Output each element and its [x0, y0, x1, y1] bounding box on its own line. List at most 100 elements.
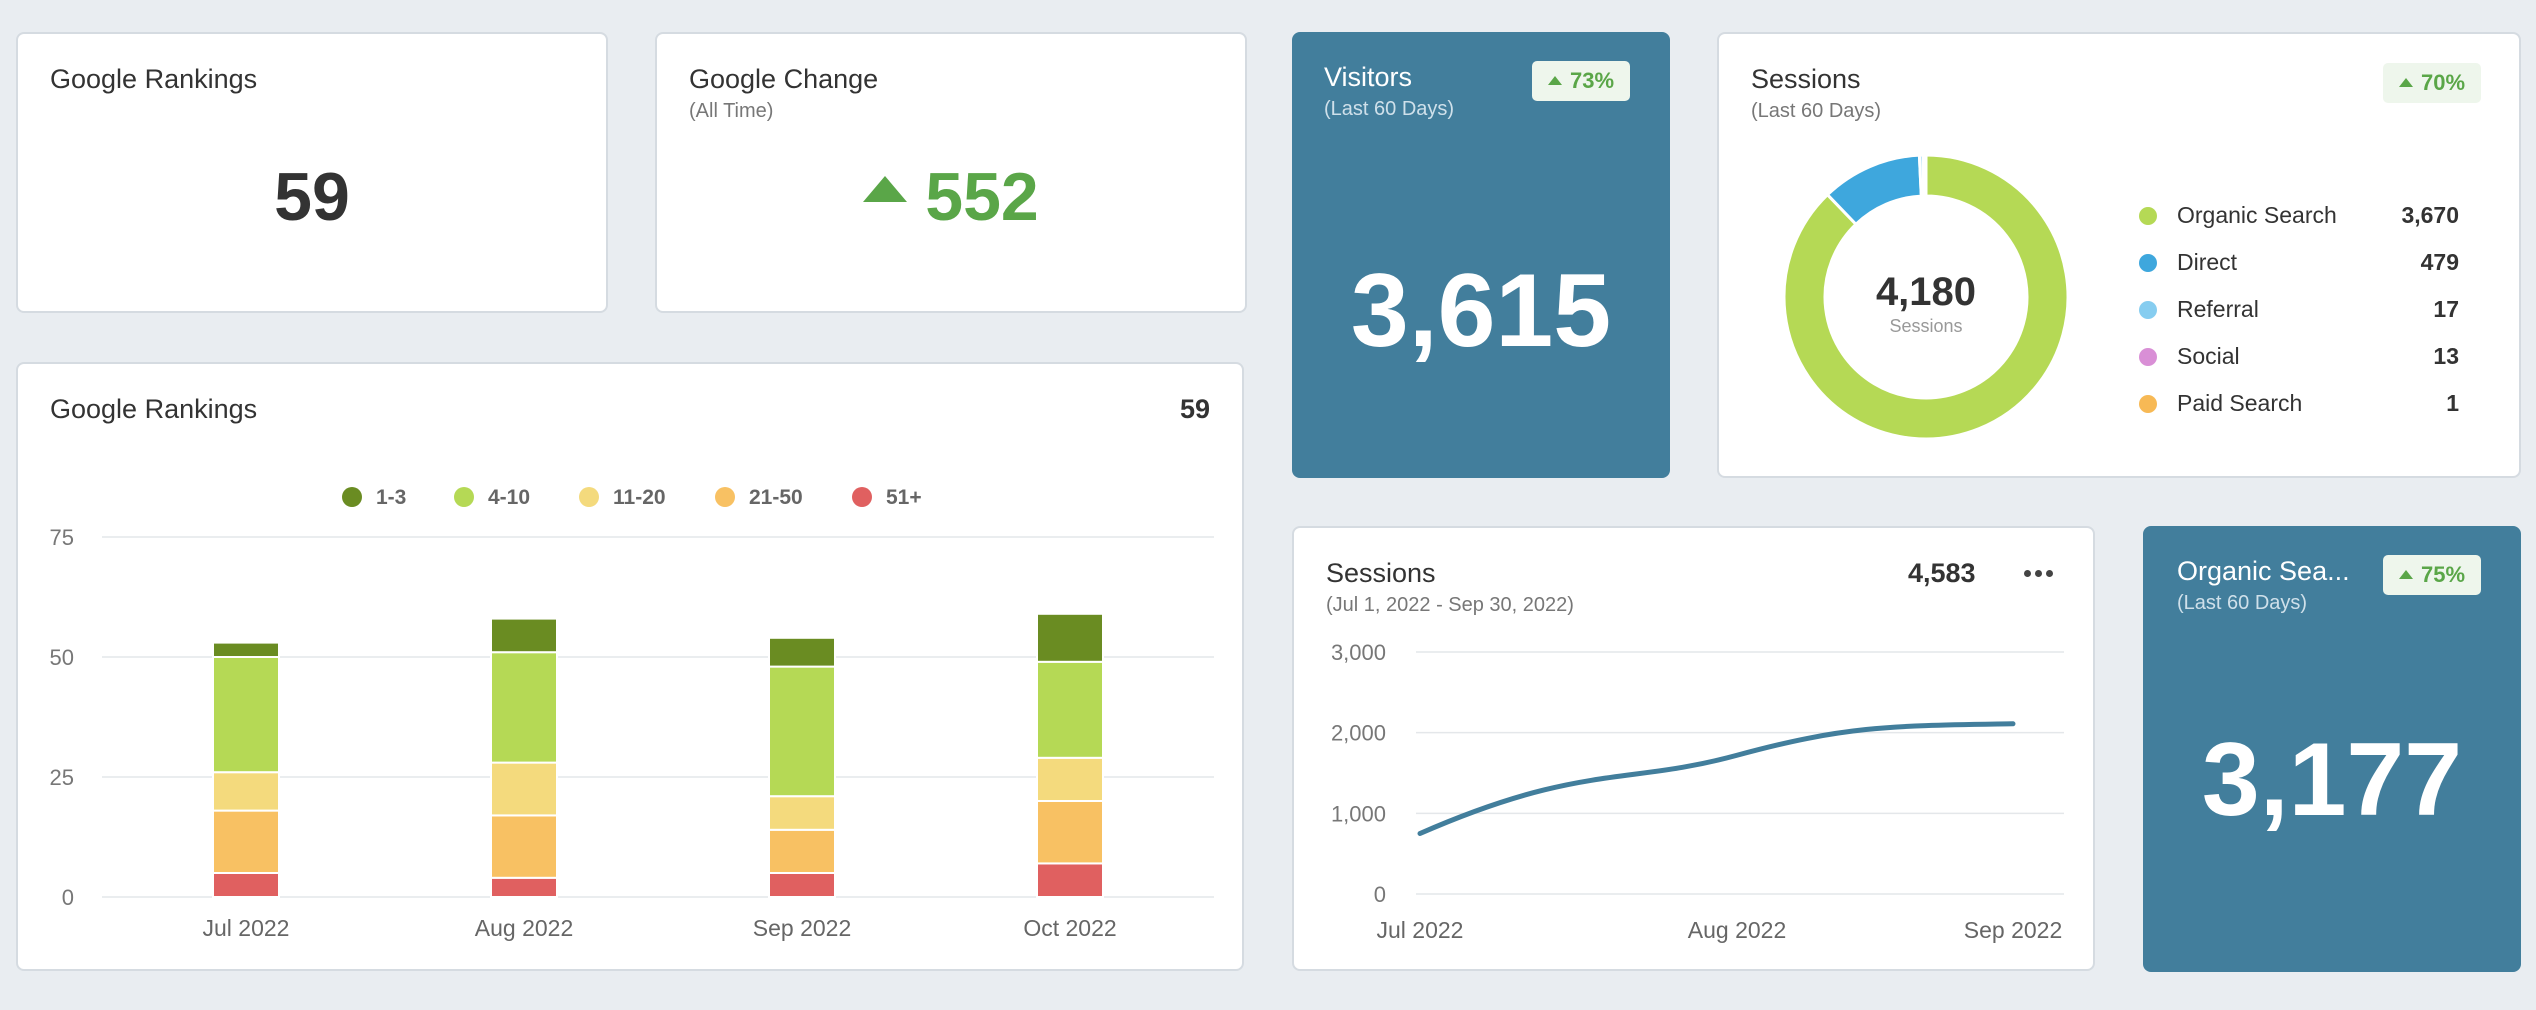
- legend-item-51-plus: 51+: [852, 486, 922, 510]
- sessions-donut-card[interactable]: Sessions (Last 60 Days) 70% 4,180 Sessio…: [1717, 32, 2521, 478]
- bar-segment-51-plus: [1036, 862, 1104, 898]
- bar-segment-11-20: [212, 771, 280, 812]
- bar-segment-11-20: [490, 761, 558, 817]
- google-rankings-card[interactable]: Google Rankings 59: [16, 32, 608, 313]
- legend-label: Direct: [2177, 249, 2238, 275]
- x-tick-label: Aug 2022: [475, 915, 573, 941]
- bar-segment-11-20: [1036, 756, 1104, 802]
- triangle-up-icon: [2399, 78, 2413, 87]
- triangle-up-icon: [863, 176, 908, 202]
- bar-segment-21-50: [490, 814, 558, 879]
- growth-badge: 70%: [2383, 63, 2482, 103]
- bar-segment-4-10: [490, 651, 558, 764]
- legend-dot: [2139, 395, 2157, 413]
- card-title: Sessions: [1326, 558, 1436, 588]
- card-subtitle: (All Time): [689, 100, 774, 122]
- donut-center-value: 4,180: [1876, 270, 1976, 314]
- legend-label: 21-50: [749, 486, 803, 509]
- rankings-value: 59: [274, 159, 350, 235]
- legend-item-direct: Direct 479: [2139, 245, 2459, 285]
- legend-item-21-50: 21-50: [715, 486, 803, 510]
- legend-dot: [454, 487, 474, 507]
- legend-dot: [342, 487, 362, 507]
- x-tick-label: Aug 2022: [1688, 917, 1786, 943]
- legend-item-1-3: 1-3: [342, 486, 406, 510]
- legend-label: 51+: [886, 486, 922, 509]
- legend-item-social: Social 13: [2139, 339, 2459, 379]
- bar-segment-51-plus: [490, 876, 558, 898]
- bar-segment-1-3: [768, 636, 836, 668]
- legend-dot: [852, 487, 872, 507]
- legend-label: Paid Search: [2177, 390, 2303, 416]
- sessions-line-chart: 0 1,000 2,000 3,000 Jul 2022 Aug 2022 Sep 2022: [1331, 640, 2064, 943]
- x-tick-label: Jul 2022: [1377, 917, 1464, 943]
- card-title: Sessions: [1751, 64, 1861, 94]
- x-tick-label: Sep 2022: [1964, 917, 2062, 943]
- x-tick-label: Jul 2022: [203, 915, 290, 941]
- rankings-bar-chart: 0 25 50 75 Jul 2022 Aug 2022 Sep 2022 Oct 2022: [50, 525, 1214, 941]
- legend-value: 479: [2420, 249, 2459, 275]
- organic-search-card[interactable]: Organic Sea... (Last 60 Days) 75% 3,177: [2143, 526, 2521, 972]
- card-subtitle: (Jul 1, 2022 - Sep 30, 2022): [1326, 594, 1574, 616]
- legend-dot: [2139, 207, 2157, 225]
- y-tick-label: 0: [1374, 882, 1386, 907]
- card-subtitle: (Last 60 Days): [1324, 98, 1455, 120]
- legend-dot: [2139, 301, 2157, 319]
- legend-item-referral: Referral 17: [2139, 292, 2459, 332]
- change-value: 552: [925, 159, 1039, 235]
- sessions-line-card[interactable]: Sessions (Jul 1, 2022 - Sep 30, 2022) 4,…: [1292, 526, 2095, 971]
- legend-value: 3,670: [2401, 202, 2459, 228]
- y-tick-label: 75: [50, 525, 74, 550]
- card-subtitle: (Last 60 Days): [2177, 592, 2308, 614]
- x-tick-label: Oct 2022: [1023, 915, 1116, 941]
- y-tick-label: 0: [62, 885, 74, 910]
- bar-segment-21-50: [212, 809, 280, 875]
- google-change-card[interactable]: Google Change (All Time) 552: [655, 32, 1247, 313]
- bar-segment-1-3: [490, 617, 558, 654]
- x-tick-label: Sep 2022: [753, 915, 851, 941]
- card-title: Google Rankings: [50, 64, 258, 94]
- sessions-donut-chart: 4,180 Sessions: [1782, 153, 2070, 441]
- bar-segment-51-plus: [768, 872, 836, 898]
- bar-segment-4-10: [768, 665, 836, 798]
- growth-badge: 73%: [1532, 61, 1631, 101]
- change-value-wrap: 552: [657, 158, 1245, 236]
- bar-segment-51-plus: [212, 872, 280, 898]
- series-line: [1417, 721, 2016, 836]
- bar-segment-21-50: [1036, 800, 1104, 865]
- google-rankings-chart-card[interactable]: Google Rankings 59 1-3 4-10 11-20 21-50 …: [16, 362, 1244, 971]
- badge-value: 75%: [2421, 562, 2466, 587]
- card-title: Google Rankings: [50, 394, 258, 424]
- legend-value: 17: [2433, 296, 2459, 322]
- bar-segment-21-50: [768, 828, 836, 874]
- legend-item-organic-search: Organic Search 3,670: [2139, 198, 2459, 238]
- y-tick-label: 50: [50, 645, 74, 670]
- legend-label: Organic Search: [2177, 202, 2337, 228]
- donut-slice-organic-search: [1782, 153, 2070, 441]
- legend-label: Referral: [2177, 296, 2259, 322]
- bar-segment-11-20: [768, 795, 836, 831]
- y-tick-label: 2,000: [1331, 721, 1386, 746]
- legend-dot: [2139, 348, 2157, 366]
- card-subtitle: (Last 60 Days): [1751, 100, 1882, 122]
- organic-value: 3,177: [2201, 722, 2463, 838]
- triangle-up-icon: [1548, 76, 1562, 85]
- chart-legend: 1-3 4-10 11-20 21-50 51+: [18, 486, 1242, 516]
- bar-segment-4-10: [1036, 660, 1104, 759]
- donut-center-label: Sessions: [1889, 316, 1962, 336]
- bar-segment-1-3: [212, 641, 280, 659]
- header-value: 4,583: [1908, 558, 1976, 588]
- y-tick-label: 25: [50, 765, 74, 790]
- header-value: 59: [1179, 394, 1210, 424]
- badge-value: 70%: [2421, 70, 2466, 95]
- visitors-card[interactable]: Visitors (Last 60 Days) 73% 3,615: [1292, 32, 1670, 478]
- badge-value: 73%: [1570, 68, 1615, 93]
- card-title: Visitors: [1324, 62, 1413, 92]
- bar-segment-4-10: [212, 656, 280, 774]
- legend-item-paid-search: Paid Search 1: [2139, 386, 2459, 426]
- legend-label: Social: [2177, 343, 2240, 369]
- legend-value: 13: [2433, 343, 2459, 369]
- legend-label: 4-10: [488, 486, 531, 509]
- legend-item-11-20: 11-20: [579, 486, 666, 510]
- more-icon[interactable]: [2024, 570, 2054, 580]
